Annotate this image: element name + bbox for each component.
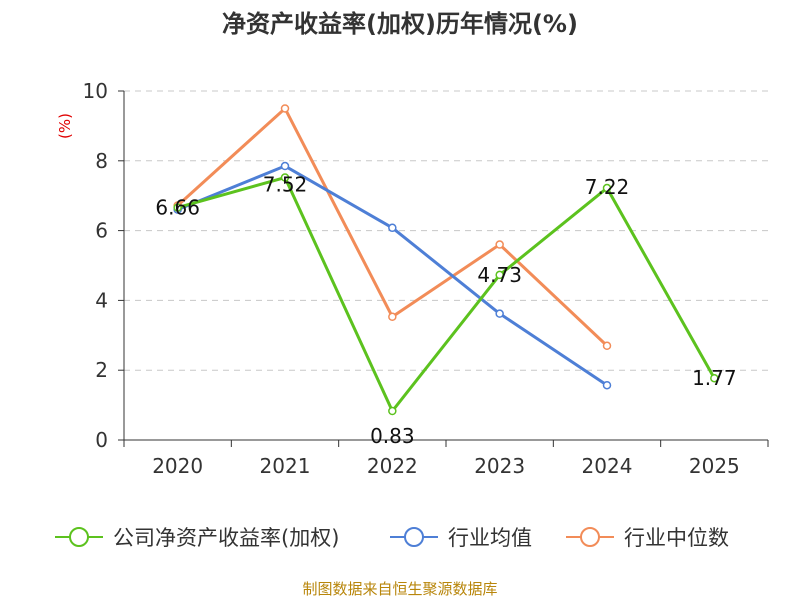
legend-label: 公司净资产收益率(加权) xyxy=(113,526,339,550)
data-point xyxy=(388,223,397,233)
data-point xyxy=(495,309,504,318)
x-tick-label: 2023 xyxy=(474,454,525,478)
source-note: 制图数据来自恒生聚源数据库 xyxy=(302,580,497,598)
y-tick-label: 8 xyxy=(95,149,108,173)
y-tick-label: 6 xyxy=(95,219,108,243)
x-tick-label: 2021 xyxy=(260,454,311,478)
data-point xyxy=(495,240,504,249)
legend-item-1[interactable]: 行业均值 xyxy=(390,526,532,550)
series-1 xyxy=(173,161,612,390)
data-label: 6.66 xyxy=(155,196,200,220)
series-line xyxy=(177,164,608,387)
series-line xyxy=(177,176,716,413)
data-point xyxy=(388,406,397,416)
grid xyxy=(124,90,768,371)
legend-marker-icon xyxy=(404,527,424,547)
data-label: 4.73 xyxy=(477,263,522,287)
x-tick-label: 2020 xyxy=(152,454,203,478)
legend-item-2[interactable]: 行业中位数 xyxy=(566,526,729,550)
data-point xyxy=(495,270,504,280)
data-point xyxy=(602,183,612,193)
y-axis-unit: (%) xyxy=(56,113,74,139)
y-tick-label: 4 xyxy=(95,288,108,312)
legend-marker-icon xyxy=(69,527,89,547)
legend-label: 行业中位数 xyxy=(624,526,729,550)
data-point xyxy=(602,341,612,351)
legend-item-0[interactable]: 公司净资产收益率(加权) xyxy=(55,526,339,550)
data-point xyxy=(602,380,612,390)
y-tick-label: 0 xyxy=(95,428,108,452)
legend-label: 行业均值 xyxy=(448,526,532,550)
x-tick-label: 2025 xyxy=(689,454,740,478)
series-2 xyxy=(173,104,612,351)
x-tick-label: 2022 xyxy=(367,454,418,478)
data-label: 1.77 xyxy=(692,366,737,390)
data-point xyxy=(388,312,397,322)
chart-title: 净资产收益率(加权)历年情况(%) xyxy=(222,10,578,38)
data-point xyxy=(173,203,182,212)
data-point xyxy=(280,161,290,171)
data-point xyxy=(280,104,290,113)
data-label: 0.83 xyxy=(370,424,415,448)
data-point xyxy=(710,373,719,383)
data-label: 7.52 xyxy=(263,173,308,197)
x-tick-label: 2024 xyxy=(582,454,633,478)
legend-marker-icon xyxy=(580,527,600,547)
data-label: 7.22 xyxy=(585,175,630,199)
axes: 0 2 4 6 8 10 2020 2021 2022 2023 2024 2025 xyxy=(83,79,769,478)
legend: 公司净资产收益率(加权) 行业均值 行业中位数 xyxy=(55,526,729,550)
series-0 xyxy=(173,173,719,416)
y-tick-label: 2 xyxy=(95,358,108,382)
data-labels: 6.66 7.52 0.83 4.73 7.22 1.77 xyxy=(155,173,736,448)
data-point xyxy=(280,173,290,182)
series-layer xyxy=(173,104,719,416)
y-tick-label: 10 xyxy=(83,79,108,103)
